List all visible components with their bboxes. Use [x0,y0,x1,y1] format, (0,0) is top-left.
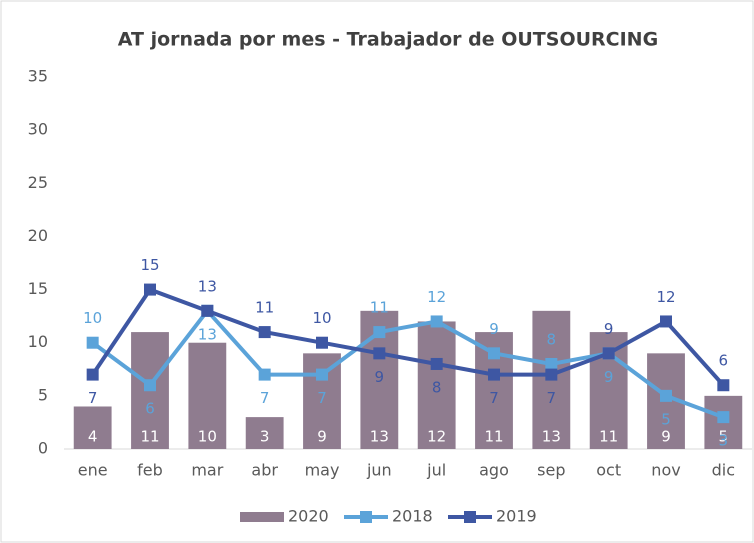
data-label: 7 [260,389,270,407]
x-tick-label: abr [251,461,278,480]
marker [717,411,730,424]
marker [660,315,672,328]
data-label: 10 [312,309,331,327]
bar [73,406,112,449]
bar [245,417,284,449]
legend-label: 2019 [496,507,537,526]
marker [373,326,386,339]
data-label: 3 [719,432,729,450]
marker [316,368,328,381]
data-label: 10 [83,309,102,327]
data-label: 13 [198,325,217,343]
marker [430,357,443,370]
data-label: 8 [432,378,442,396]
x-tick-label: jul [426,461,446,480]
data-label: 12 [427,288,446,306]
x-tick-label: feb [137,461,163,480]
marker [488,347,500,360]
x-tick-label: ene [78,461,108,480]
bar [417,321,456,449]
data-label: 11 [255,299,274,317]
y-tick-label: 20 [28,226,48,245]
data-label: 9 [604,368,614,386]
marker [660,389,672,402]
data-label: 6 [719,352,729,370]
y-tick-label: 5 [38,385,48,404]
data-label: 11 [599,428,618,446]
data-label: 7 [547,389,557,407]
y-tick-label: 30 [28,120,48,139]
x-tick-label: sep [537,461,565,480]
marker [430,315,443,328]
marker [86,336,99,349]
marker [258,368,271,381]
data-label: 4 [88,428,98,446]
marker [373,347,386,360]
y-tick-label: 10 [28,332,48,351]
data-label: 10 [198,428,217,446]
marker [545,357,558,370]
legend-swatch [360,511,372,523]
data-label: 12 [427,428,446,446]
x-tick-label: may [305,461,340,480]
data-label: 13 [198,277,217,295]
data-label: 11 [370,299,389,317]
data-label: 7 [88,389,98,407]
data-label: 5 [719,428,729,446]
x-tick-label: nov [651,461,680,480]
marker [86,368,99,381]
marker [144,379,156,392]
legend-swatch [464,511,476,523]
data-label: 13 [542,428,561,446]
marker [144,283,156,296]
data-label: 5 [661,410,671,428]
data-label: 3 [260,428,270,446]
data-label: 9 [375,368,385,386]
x-tick-label: dic [712,461,735,480]
marker [258,326,271,339]
data-label: 9 [661,428,671,446]
data-label: 15 [140,256,159,274]
marker [545,368,558,381]
data-label: 7 [317,389,327,407]
marker [201,304,214,317]
legend-swatch [240,512,284,522]
bar [188,342,227,449]
data-label: 11 [140,428,159,446]
y-tick-label: 0 [38,439,48,458]
x-tick-label: oct [596,461,621,480]
x-tick-label: jun [366,461,392,480]
y-tick-label: 35 [28,67,48,86]
data-label: 9 [489,320,499,338]
legend-label: 2018 [392,507,433,526]
marker [717,379,730,392]
data-label: 11 [484,428,503,446]
data-label: 12 [656,288,675,306]
data-label: 6 [145,400,155,418]
y-tick-label: 15 [28,279,48,298]
data-label: 9 [317,428,327,446]
data-label: 13 [370,428,389,446]
legend-label: 2020 [288,507,329,526]
data-label: 9 [604,320,614,338]
line [91,287,725,387]
marker [602,347,615,360]
marker [488,368,500,381]
x-tick-label: ago [479,461,509,480]
chart-title: AT jornada por mes - Trabajador de OUTSO… [118,29,658,51]
data-label: 7 [489,389,499,407]
y-tick-label: 25 [28,173,48,192]
line [91,307,725,419]
x-tick-label: mar [191,461,223,480]
data-label: 8 [547,330,557,348]
marker [316,336,328,349]
